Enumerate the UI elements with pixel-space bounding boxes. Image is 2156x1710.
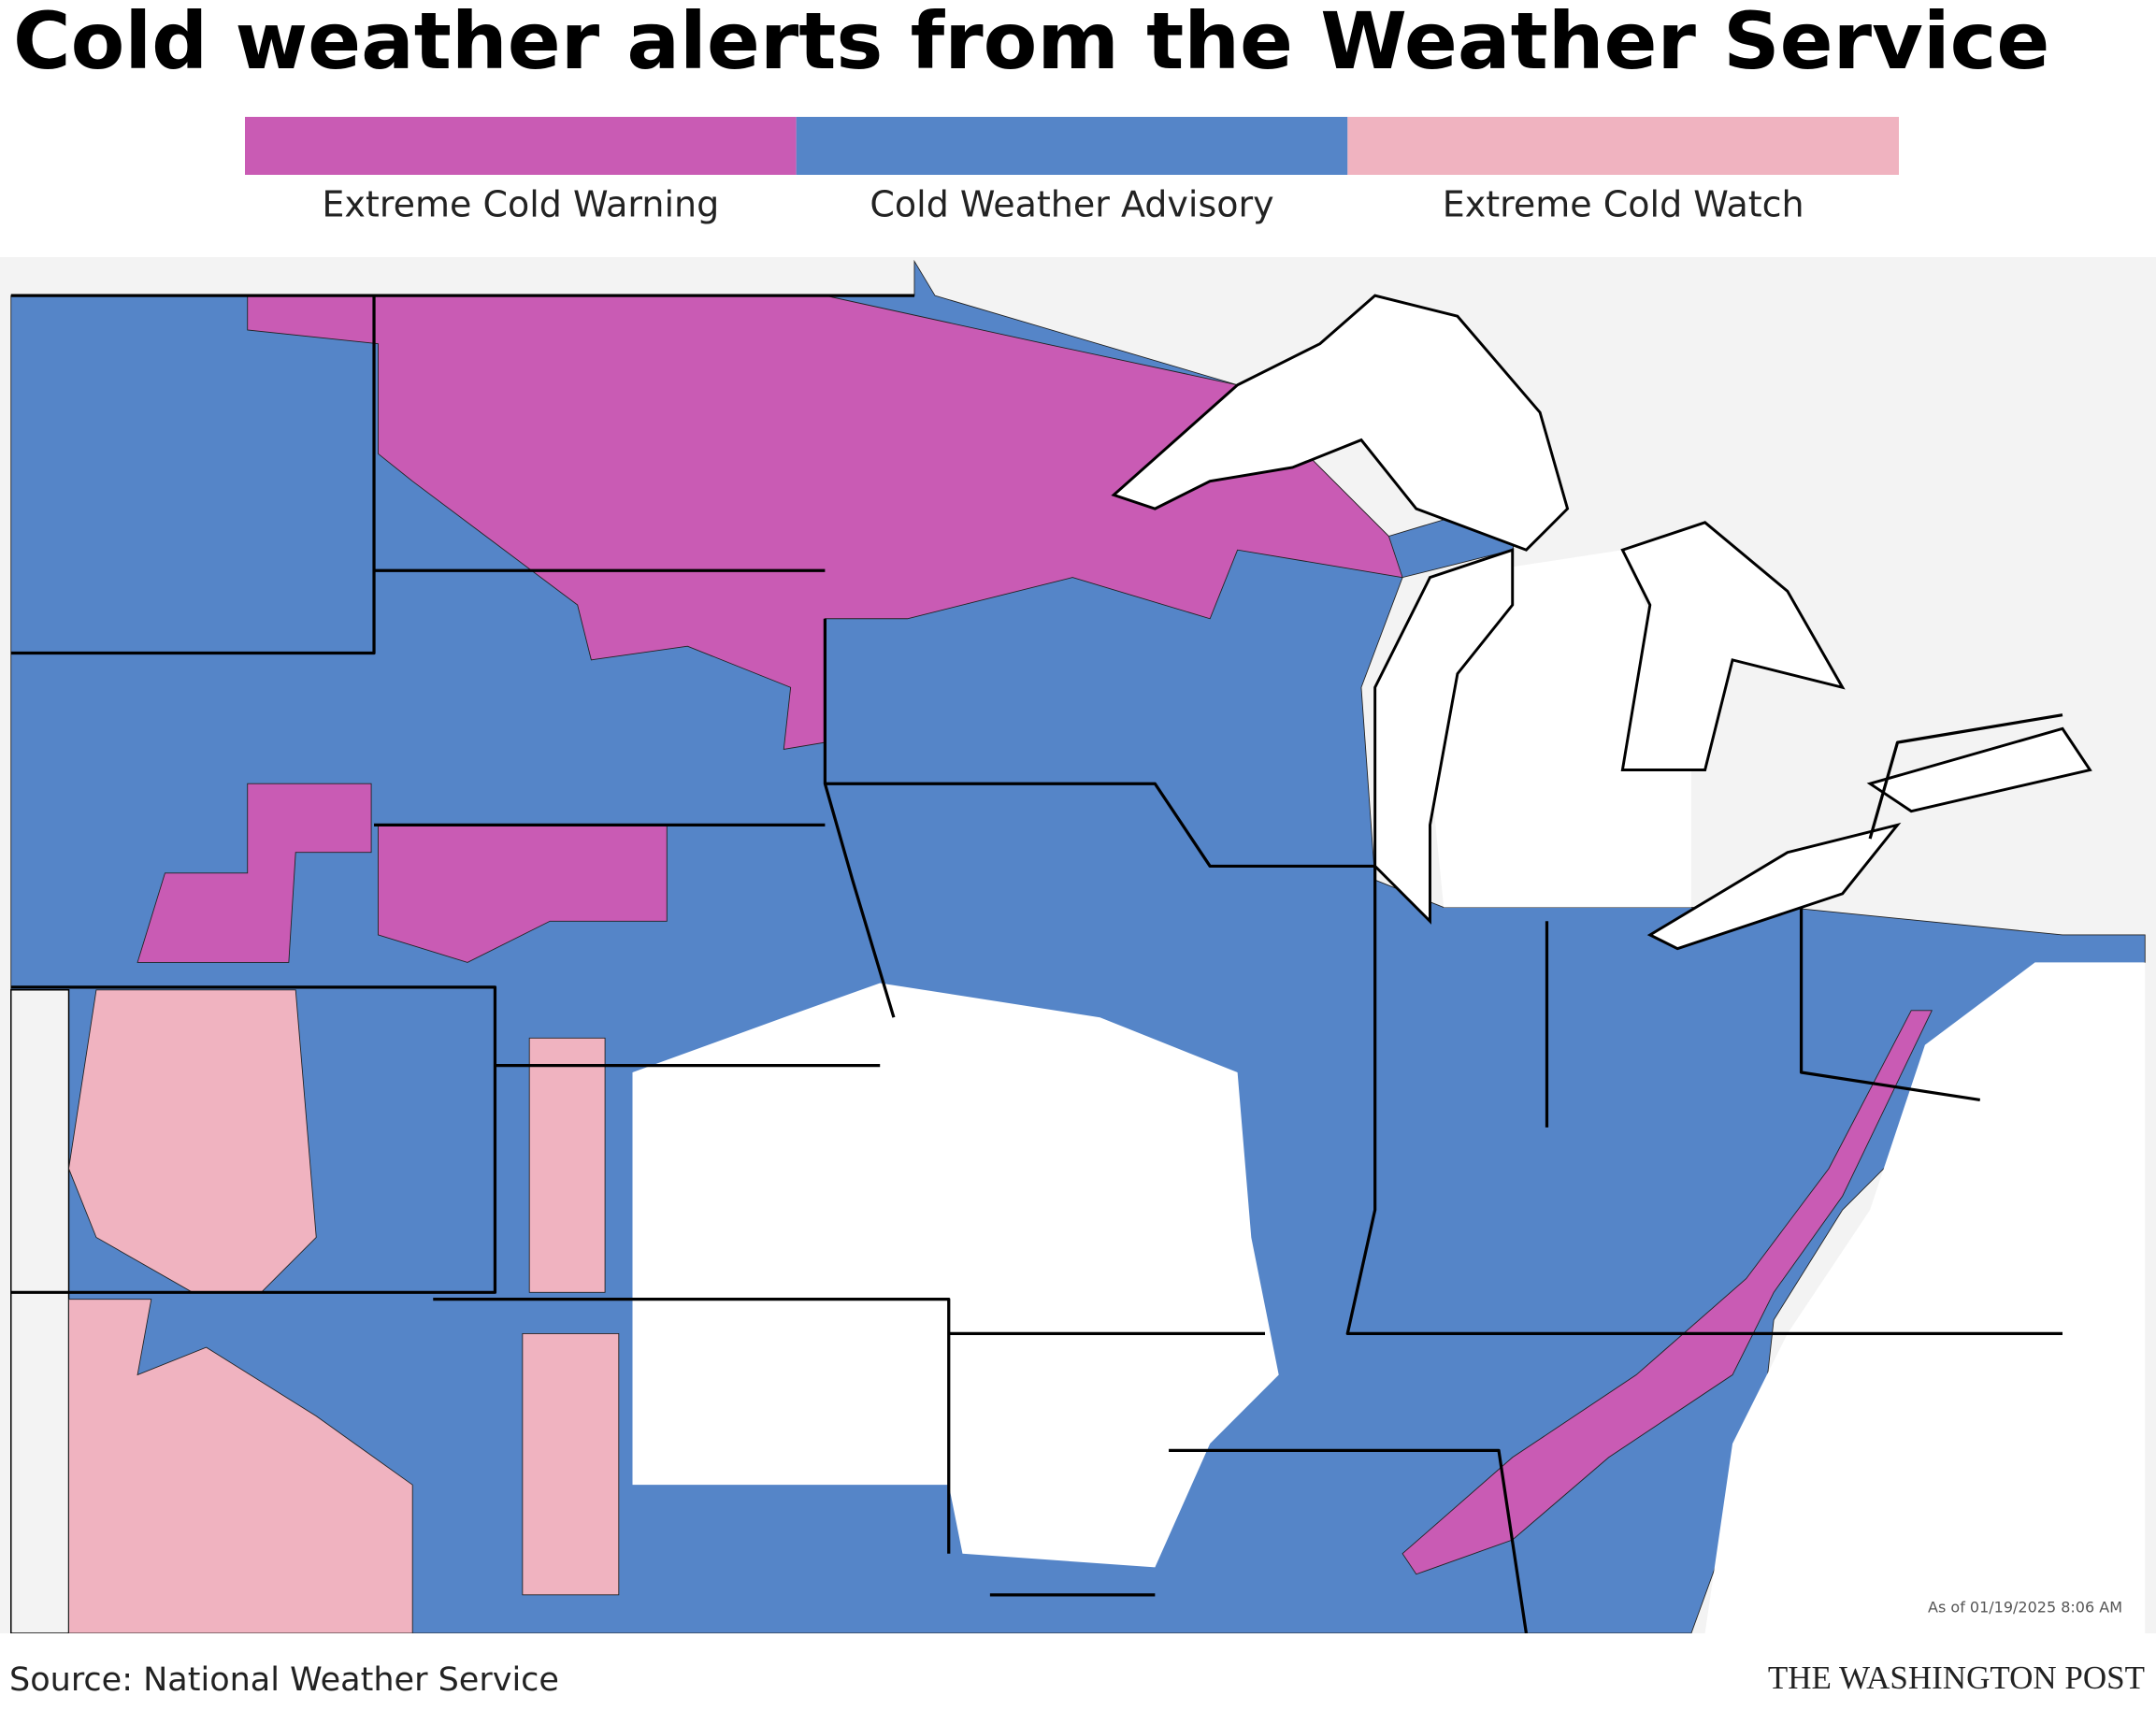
legend-label: Extreme Cold Watch xyxy=(1443,184,1804,225)
watch-region xyxy=(522,1332,620,1596)
watch-region xyxy=(68,1299,413,1633)
timestamp: As of 01/19/2025 8:06 AM xyxy=(1928,1599,2122,1617)
legend-swatch xyxy=(796,117,1348,175)
no-alert-region xyxy=(1430,550,1691,908)
alert-regions xyxy=(10,259,2146,1633)
title: Cold weather alerts from the Weather Ser… xyxy=(13,0,2049,87)
lake-michigan xyxy=(1373,548,1515,925)
warning-region xyxy=(137,783,372,963)
legend: Extreme Cold Warning Cold Weather Advisor… xyxy=(245,117,1899,225)
map xyxy=(0,257,2156,1633)
legend-swatch xyxy=(245,117,797,175)
credit: THE WASHINGTON POST xyxy=(1768,1660,2145,1696)
lake-huron xyxy=(1620,521,1846,771)
legend-label: Cold Weather Advisory xyxy=(870,184,1273,225)
lake-erie xyxy=(1646,822,1902,951)
state-borders xyxy=(10,294,2063,1633)
lake-superior xyxy=(1111,294,1570,552)
outside-region xyxy=(10,989,70,1633)
no-alert-region xyxy=(1704,962,2146,1633)
legend-label: Extreme Cold Warning xyxy=(322,184,719,225)
no-alert-region xyxy=(632,983,1279,1568)
watch-region xyxy=(528,1037,606,1293)
source: Source: National Weather Service xyxy=(9,1661,559,1699)
legend-swatch xyxy=(1347,117,1899,175)
warning-region xyxy=(1401,1010,1933,1575)
lake-ontario xyxy=(1866,726,2092,813)
